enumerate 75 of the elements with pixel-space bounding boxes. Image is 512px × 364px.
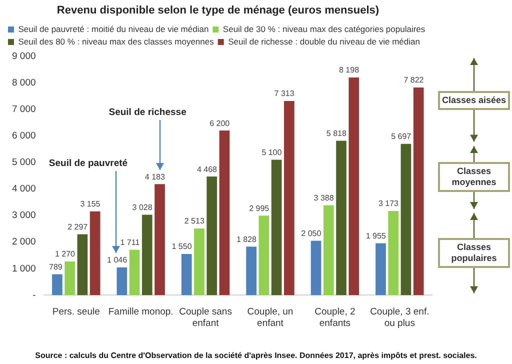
y-tick-label: 9 000 bbox=[12, 50, 36, 62]
y-tick-label: 8 000 bbox=[12, 77, 36, 88]
data-label: 5 697 bbox=[391, 132, 412, 142]
bar bbox=[181, 254, 192, 296]
data-label: 4 183 bbox=[144, 172, 166, 182]
bar bbox=[323, 205, 334, 296]
y-tick-label: 4 000 bbox=[12, 184, 36, 195]
data-label: 7 822 bbox=[404, 76, 424, 85]
bar bbox=[77, 234, 88, 296]
bar bbox=[388, 210, 399, 296]
bar bbox=[413, 87, 424, 296]
source-note: Source : calculs du Centre d'Observation de la société d'après Insee. Données 2017, après impôts et prest. sociales. bbox=[34, 351, 478, 360]
data-label: 5 818 bbox=[326, 128, 347, 138]
x-tick-label: Couple, 2 enfants bbox=[314, 306, 356, 329]
data-label: 4 468 bbox=[196, 164, 218, 174]
data-label: 7 313 bbox=[274, 89, 295, 98]
label-box: Classes moyennes bbox=[438, 162, 510, 192]
bar bbox=[129, 250, 140, 296]
x-tick-label: Famille monop. bbox=[108, 306, 174, 318]
data-label: 5 100 bbox=[262, 148, 282, 157]
data-label: 1 550 bbox=[172, 242, 192, 252]
data-label: 2 297 bbox=[68, 222, 88, 232]
y-tick-label: - bbox=[32, 290, 36, 301]
y-tick-label: 1 000 bbox=[12, 263, 36, 274]
bar bbox=[194, 228, 204, 296]
x-tick-label: Couple, un enfant bbox=[247, 306, 294, 329]
bar bbox=[271, 160, 282, 296]
bar bbox=[258, 216, 270, 296]
data-label: 8 198 bbox=[339, 66, 360, 75]
annotation: Seuil de pauvreté bbox=[48, 158, 128, 170]
data-label: 789 bbox=[49, 262, 63, 272]
bar bbox=[206, 176, 218, 296]
data-label: 1 828 bbox=[236, 234, 258, 244]
legend-label: Seuil de pauvreté : moitié du niveau de vie médian bbox=[18, 24, 209, 34]
chart-title: Revenu disponible selon le type de ménage (euros mensuels) bbox=[56, 4, 380, 17]
data-label: 1 711 bbox=[120, 238, 140, 247]
data-label: 3 388 bbox=[314, 193, 334, 202]
bar bbox=[400, 144, 412, 296]
y-tick-label: 7 000 bbox=[12, 104, 36, 115]
bar bbox=[219, 130, 230, 296]
data-label: 2 513 bbox=[184, 216, 205, 226]
y-tick-label: 6 000 bbox=[12, 130, 36, 142]
bar bbox=[376, 243, 386, 296]
legend-label: Seuil de 30 % : niveau max des catégories populaires bbox=[222, 24, 426, 34]
y-tick-label: 5 000 bbox=[12, 157, 36, 168]
bar bbox=[310, 240, 322, 296]
label-box: Classes aisées bbox=[438, 90, 510, 110]
bar bbox=[154, 184, 165, 296]
bar bbox=[116, 267, 128, 296]
data-label: 2 050 bbox=[301, 228, 322, 238]
bar bbox=[90, 211, 100, 296]
y-tick-label: 3 000 bbox=[12, 210, 36, 222]
data-label: 1 270 bbox=[54, 250, 76, 259]
y-tick-label: 2 000 bbox=[12, 236, 36, 248]
data-label: 1 955 bbox=[366, 231, 386, 240]
data-label: 3 028 bbox=[132, 202, 153, 212]
data-label: 6 200 bbox=[210, 118, 230, 128]
label-box: Classes populaires bbox=[438, 238, 510, 268]
x-tick-label: Pers. seule bbox=[52, 306, 100, 318]
data-label: 3 155 bbox=[80, 200, 101, 209]
data-label: 1 046 bbox=[107, 256, 128, 265]
annotation: Seuil de richesse bbox=[108, 107, 186, 118]
legend-label: Seuil de richesse : double du niveau de vie médian bbox=[228, 36, 420, 46]
bar bbox=[336, 140, 346, 296]
data-label: 3 173 bbox=[378, 199, 400, 208]
bar bbox=[246, 246, 256, 296]
bar bbox=[348, 78, 360, 296]
bar bbox=[142, 214, 152, 296]
x-tick-label: Couple, 3 enf. ou plus bbox=[370, 306, 430, 329]
legend-label: Seuil des 80 % : niveau max des classes moyennes bbox=[18, 36, 214, 46]
x-tick-label: Couple sans enfant bbox=[179, 306, 232, 329]
data-label: 2 995 bbox=[249, 204, 270, 213]
bar bbox=[52, 274, 62, 296]
bar bbox=[284, 101, 294, 296]
bar bbox=[64, 261, 75, 296]
